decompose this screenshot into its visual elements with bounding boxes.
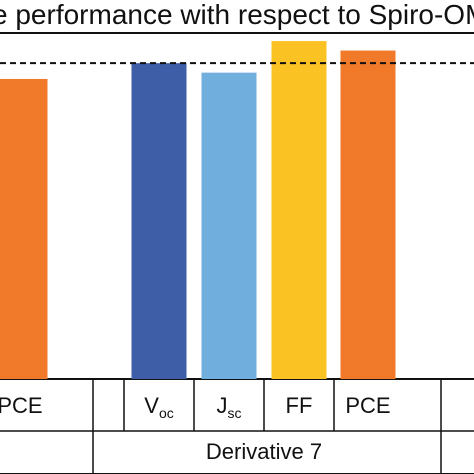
bar-pce bbox=[0, 78, 48, 379]
category-label: Jsc bbox=[217, 393, 242, 421]
category-label: PCE bbox=[345, 393, 390, 418]
chart-title: e performance with respect to Spiro-OM bbox=[0, 0, 474, 30]
bar-jsc bbox=[201, 72, 257, 380]
category-label: Voc bbox=[144, 393, 173, 421]
category-label: FF bbox=[286, 393, 313, 418]
group-label: Derivative 7 bbox=[206, 439, 322, 464]
bar-pce bbox=[340, 50, 396, 380]
bar-voc bbox=[131, 63, 187, 380]
bar-ff bbox=[271, 41, 327, 379]
title-box: e performance with respect to Spiro-OM bbox=[0, 0, 474, 34]
category-label: PCE bbox=[0, 393, 43, 418]
